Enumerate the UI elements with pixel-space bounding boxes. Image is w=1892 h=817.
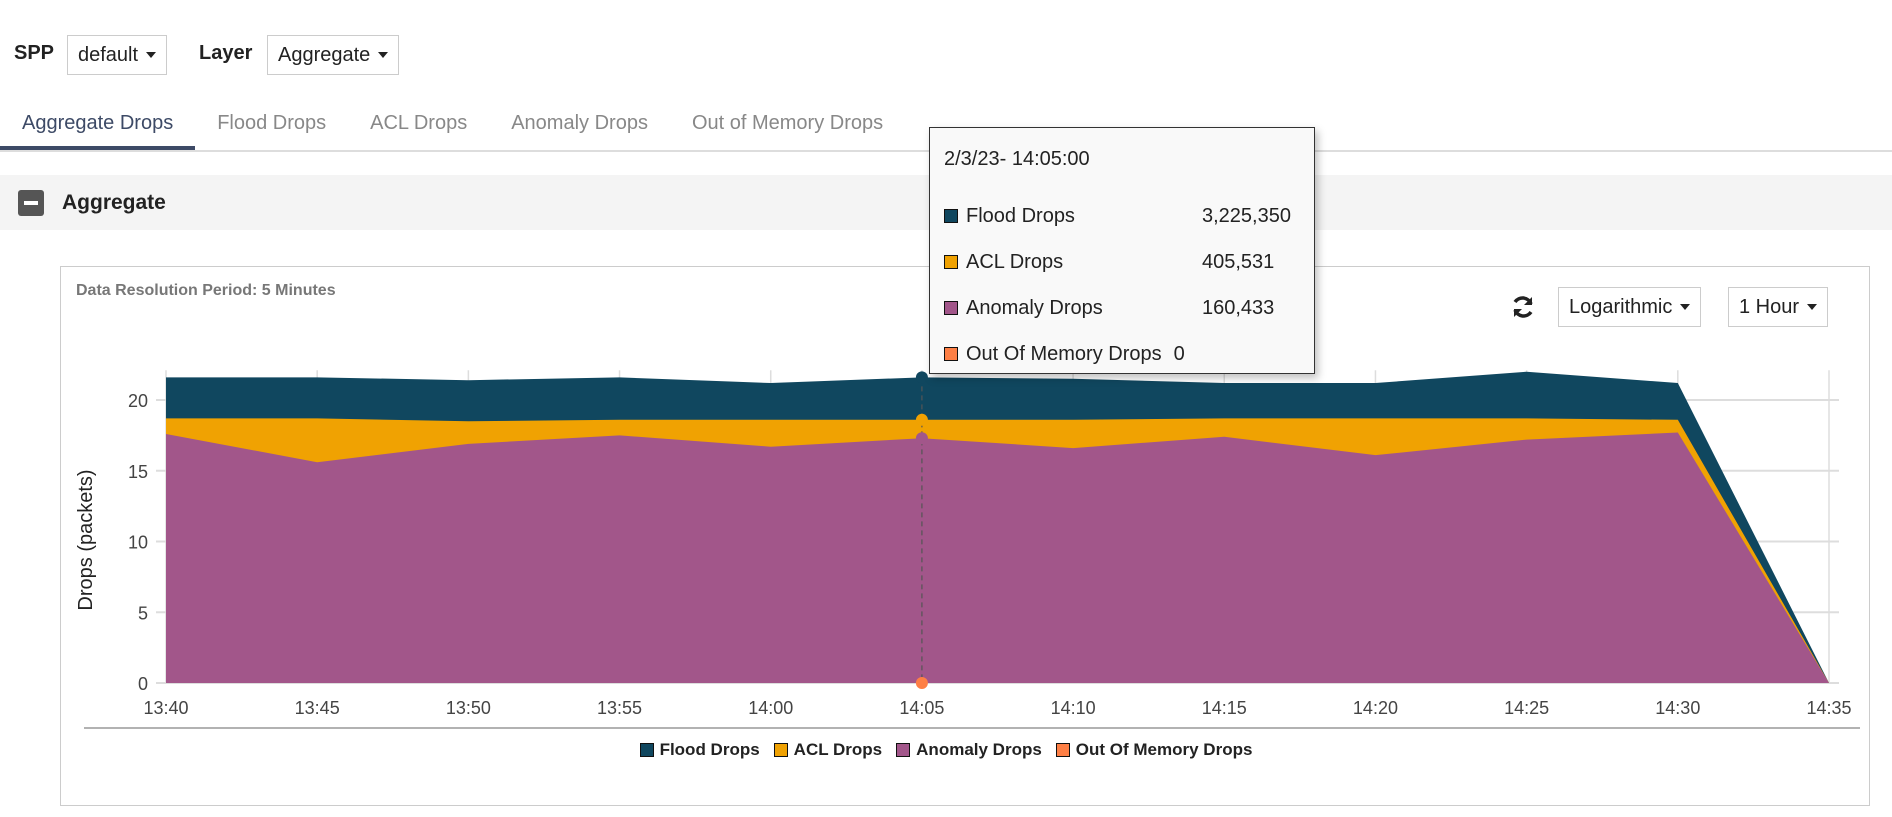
tooltip-date: 2/3/23- 14:05:00 <box>944 148 1090 170</box>
flood-swatch <box>944 209 958 223</box>
caret-down-icon <box>378 52 389 58</box>
oom-swatch <box>1055 743 1070 757</box>
tooltip-row-flood: Flood Drops 3,225,350 <box>944 193 1300 239</box>
chart-tooltip: 2/3/23- 14:05:00 Flood Drops 3,225,350 AC… <box>929 127 1315 374</box>
section-title: Aggregate <box>62 190 166 214</box>
tab-flood-drops[interactable]: Flood Drops <box>217 112 327 134</box>
x-tick-label: 14:15 <box>1202 698 1247 718</box>
oom-swatch <box>944 347 958 361</box>
x-tick-label: 14:05 <box>899 698 944 718</box>
hover-point <box>915 413 928 426</box>
layer-dropdown[interactable]: Aggregate <box>267 35 400 75</box>
area-anomaly-drops <box>166 432 1829 683</box>
tab-aggregate-drops[interactable]: Aggregate Drops <box>0 100 196 150</box>
hover-point <box>915 432 928 445</box>
anomaly-swatch <box>944 301 958 315</box>
legend-label: ACL Drops <box>793 740 883 759</box>
caret-down-icon <box>1807 304 1818 310</box>
legend-anomaly-drops[interactable]: Anomaly Drops <box>896 740 1042 760</box>
x-tick-label: 14:20 <box>1353 698 1398 718</box>
spp-dropdown[interactable]: default <box>67 35 168 75</box>
x-tick-label: 14:25 <box>1504 698 1549 718</box>
tooltip-row-acl: ACL Drops 405,531 <box>944 239 1300 285</box>
tooltip-row-anomaly: Anomaly Drops 160,433 <box>944 285 1300 331</box>
x-tick-label: 13:40 <box>143 698 188 718</box>
resolution-text: Data Resolution Period: 5 Minutes <box>76 282 336 299</box>
caret-down-icon <box>1680 304 1691 310</box>
flood-swatch <box>639 743 654 757</box>
legend-flood-drops[interactable]: Flood Drops <box>639 740 760 760</box>
tooltip-name: ACL Drops <box>966 250 1064 273</box>
legend-label: Anomaly Drops <box>916 740 1042 759</box>
y-tick-label: 20 <box>128 391 148 411</box>
y-tick-label: 10 <box>128 533 148 553</box>
y-tick-label: 5 <box>138 603 148 623</box>
tooltip-value: 0 <box>1173 342 1185 365</box>
x-tick-label: 13:50 <box>446 698 491 718</box>
x-tick-label: 14:00 <box>748 698 793 718</box>
tab-anomaly-drops[interactable]: Anomaly Drops <box>511 112 648 134</box>
spp-label: SPP <box>14 42 55 64</box>
legend-label: Flood Drops <box>659 740 760 759</box>
legend-oom-drops[interactable]: Out Of Memory Drops <box>1055 740 1253 760</box>
x-tick-label: 13:45 <box>295 698 340 718</box>
collapse-minus-icon[interactable] <box>18 189 44 216</box>
chart-legend: Flood Drops ACL Drops Anomaly Drops Out … <box>0 740 1892 760</box>
x-tick-label: 13:55 <box>597 698 642 718</box>
x-tick-label: 14:30 <box>1655 698 1700 718</box>
tab-acl-drops[interactable]: ACL Drops <box>370 112 468 134</box>
scale-value: Logarithmic <box>1569 295 1673 318</box>
layer-value: Aggregate <box>278 43 371 66</box>
tooltip-value: 405,531 <box>1202 250 1275 273</box>
x-tick-label: 14:35 <box>1806 698 1851 718</box>
time-range-dropdown[interactable]: 1 Hour <box>1728 287 1829 327</box>
y-axis-label: Drops (packets) <box>75 469 97 610</box>
tooltip-value: 160,433 <box>1202 296 1275 319</box>
y-tick-label: 0 <box>138 674 148 694</box>
anomaly-swatch <box>896 743 911 757</box>
refresh-icon[interactable] <box>1510 294 1536 320</box>
tooltip-name: Out Of Memory Drops <box>966 342 1162 365</box>
tooltip-name: Flood Drops <box>966 204 1075 227</box>
caret-down-icon <box>146 52 157 58</box>
hover-point <box>915 677 928 689</box>
tooltip-value: 3,225,350 <box>1202 204 1291 227</box>
tab-out-of-memory-drops[interactable]: Out of Memory Drops <box>691 112 884 134</box>
layer-label: Layer <box>199 42 253 64</box>
acl-swatch <box>773 743 788 757</box>
scale-dropdown[interactable]: Logarithmic <box>1558 287 1702 327</box>
x-tick-label: 14:10 <box>1051 698 1096 718</box>
hover-point <box>915 371 928 384</box>
y-tick-label: 15 <box>128 462 148 482</box>
legend-acl-drops[interactable]: ACL Drops <box>773 740 883 760</box>
legend-label: Out Of Memory Drops <box>1075 740 1253 759</box>
acl-swatch <box>944 255 958 269</box>
spp-value: default <box>78 43 139 66</box>
tooltip-name: Anomaly Drops <box>966 296 1103 319</box>
time-range-value: 1 Hour <box>1739 295 1800 318</box>
tooltip-row-oom: Out Of Memory Drops 0 <box>944 331 1300 377</box>
